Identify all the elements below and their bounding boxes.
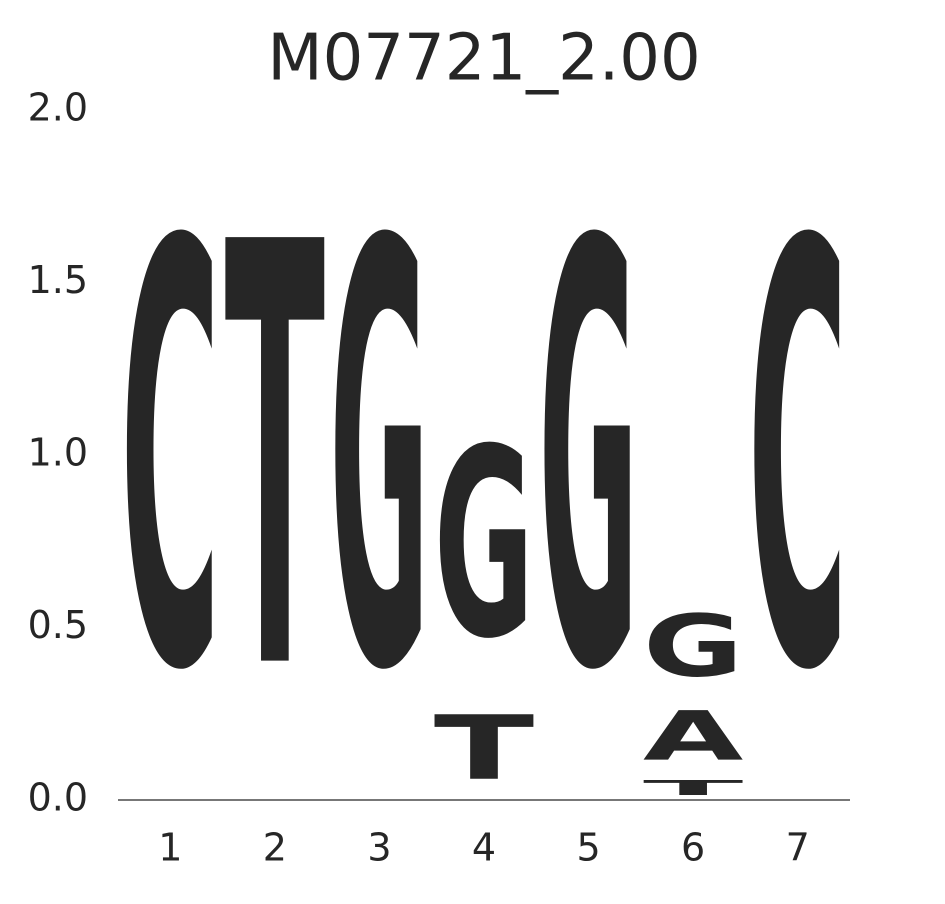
logo-letter: G bbox=[643, 597, 743, 697]
x-tick-label: 4 bbox=[472, 826, 496, 870]
logo-letter: C bbox=[748, 121, 848, 798]
y-tick-label: 1.0 bbox=[28, 431, 88, 475]
y-tick-label: 1.5 bbox=[28, 258, 88, 302]
y-tick-label: 0.0 bbox=[28, 776, 88, 820]
chart-title: M07721_2.00 bbox=[267, 22, 700, 96]
logo-letter: G bbox=[329, 121, 429, 798]
logo-letter: C bbox=[120, 121, 220, 798]
logo-letter: T bbox=[434, 696, 535, 799]
logo-letter: T bbox=[643, 776, 744, 800]
logo-letter: T bbox=[225, 122, 326, 798]
y-tick-label: 2.0 bbox=[28, 86, 88, 130]
logo-letter: A bbox=[643, 697, 743, 776]
x-tick-label: 3 bbox=[367, 826, 391, 870]
x-tick-label: 1 bbox=[158, 826, 182, 870]
logo-letter: G bbox=[538, 121, 638, 798]
logo-letter: G bbox=[434, 394, 534, 696]
y-tick-label: 0.5 bbox=[28, 603, 88, 647]
x-tick-label: 5 bbox=[576, 826, 600, 870]
x-tick-label: 7 bbox=[786, 826, 810, 870]
x-tick-label: 2 bbox=[263, 826, 287, 870]
x-tick-label: 6 bbox=[681, 826, 705, 870]
